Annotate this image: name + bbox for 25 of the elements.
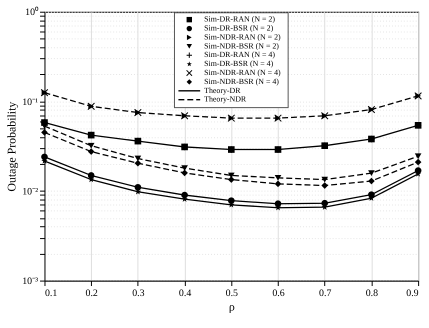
y-tick-label: 10⁰ [25, 6, 40, 18]
y-axis-title: Outage Probability [4, 102, 18, 192]
legend-label: Sim-DR-BSR (N = 2) [204, 24, 274, 33]
legend-label: Sim-DR-RAN (N = 4) [204, 50, 276, 60]
legend-label: Sim-DR-BSR (N = 4) [204, 59, 274, 68]
legend-label: Theory-NDR [204, 94, 247, 104]
y-tick-label: 10⁻³ [22, 276, 38, 288]
x-tick-label: 0.6 [272, 288, 285, 299]
x-tick-label: 0.5 [226, 288, 238, 299]
legend-label: Sim-NDR-RAN (N = 4) [204, 68, 282, 77]
x-tick-label: 0.1 [44, 288, 58, 299]
x-axis-title: ρ [228, 300, 235, 314]
legend-label: Theory-DR [204, 86, 242, 95]
x-tick-label: 0.2 [86, 288, 98, 299]
x-tick-label: 0.4 [178, 288, 192, 299]
x-tick-label: 0.7 [319, 288, 332, 299]
legend-label: Sim-DR-RAN (N = 2) [204, 14, 276, 24]
y-tick-label: 10⁻¹ [22, 96, 38, 108]
legend-label: Sim-NDR-BSR (N = 4) [204, 76, 280, 86]
x-tick-label: 0.9 [406, 288, 419, 299]
x-tick-label: 0.3 [132, 288, 145, 299]
legend-label: Sim-NDR-BSR (N = 2) [204, 41, 280, 50]
y-tick-label: 10⁻² [22, 186, 38, 198]
x-tick-label: 0.8 [366, 288, 378, 299]
legend-label: Sim-NDR-RAN (N = 2) [204, 32, 282, 42]
